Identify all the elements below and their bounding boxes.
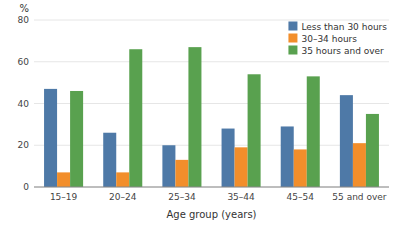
legend-label: 35 hours and over (301, 46, 384, 56)
chart: 0 20 40 60 80% 15–19 20–24 25–34 35–44 45–54 55 an… (0, 0, 397, 227)
legend-label: 30–34 hours (301, 34, 357, 44)
x-tick-label: 35–44 (227, 192, 255, 202)
bar (366, 114, 379, 187)
x-axis: 15–19 20–24 25–34 35–44 45–54 55 and over (34, 187, 389, 202)
bar (340, 95, 353, 187)
y-gridline (34, 20, 389, 21)
y-gridline (34, 145, 389, 146)
bar (116, 172, 129, 187)
legend-swatch (288, 46, 297, 55)
y-gridline (34, 103, 389, 104)
bar (175, 160, 188, 187)
bars (44, 47, 379, 187)
y-tick-label: 40 (18, 99, 30, 109)
x-axis-line (34, 187, 389, 188)
bar (307, 76, 320, 187)
legend-swatch (288, 34, 297, 43)
x-tick-label: 55 and over (332, 192, 386, 202)
legend-label: Less than 30 hours (301, 22, 387, 32)
bar (44, 89, 57, 187)
x-tick-label: 20–24 (109, 192, 137, 202)
legend-swatch (288, 22, 297, 31)
bar (57, 172, 70, 187)
bar (235, 147, 248, 187)
bar (129, 49, 142, 187)
bar (188, 47, 201, 187)
y-axis: 0 20 40 60 80 (18, 15, 389, 192)
y-gridline (34, 187, 389, 188)
y-gridline (34, 61, 389, 62)
y-tick-label: 0 (23, 182, 29, 192)
y-tick-label: 20 (18, 140, 30, 150)
bar (294, 149, 307, 187)
legend: Less than 30 hours 30–34 hours 35 hours an… (288, 22, 387, 56)
y-tick-label: 60 (18, 57, 30, 67)
bar (248, 74, 261, 187)
bar (70, 91, 83, 187)
x-tick-label: 15–19 (50, 192, 78, 202)
y-axis-label: % (19, 3, 29, 14)
x-axis-label: Age group (years) (166, 209, 256, 220)
bar (103, 133, 116, 187)
x-tick-label: 45–54 (287, 192, 315, 202)
y-tick-label: 80 (18, 15, 30, 25)
bar (222, 129, 235, 187)
bar (281, 126, 294, 187)
bar (353, 143, 366, 187)
bar (162, 145, 175, 187)
x-tick-label: 25–34 (168, 192, 196, 202)
